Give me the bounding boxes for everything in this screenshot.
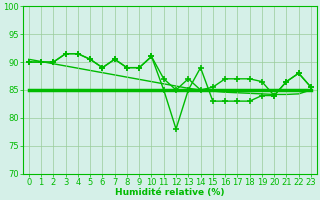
X-axis label: Humidité relative (%): Humidité relative (%) — [115, 188, 225, 197]
